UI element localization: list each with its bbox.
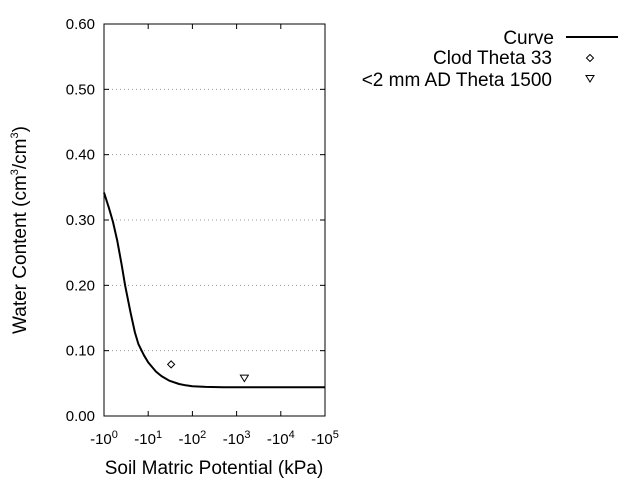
legend-triangle-marker (585, 75, 595, 83)
y-axis-title: Water Content (cm3/cm3) (9, 126, 31, 334)
x-tick-label: -100 (90, 429, 118, 448)
legend-diamond-marker (585, 53, 595, 63)
y-tick-label: 0.60 (66, 16, 95, 33)
triangle-down-data-point (239, 374, 250, 383)
y-axis-ticks (104, 23, 325, 417)
x-tick-label: -104 (267, 429, 295, 448)
x-tick-labels: -100 -101 -102 -103 -104 -105 (90, 429, 339, 448)
diamond-data-point (166, 360, 176, 369)
x-tick-label: -105 (311, 429, 339, 448)
y-tick-label: 0.00 (66, 408, 95, 425)
series-layer (103, 192, 325, 389)
x-axis-ticks (103, 24, 326, 416)
y-tick-label: 0.40 (66, 147, 95, 164)
y-tick-label: 0.50 (66, 81, 95, 98)
legend-label-ad-theta-1500: <2 mm AD Theta 1500 (362, 70, 552, 91)
grid-lines (104, 88, 325, 352)
x-tick-label: -103 (223, 429, 251, 448)
y-tick-label: 0.30 (66, 212, 95, 229)
y-tick-label: 0.20 (66, 277, 95, 294)
y-tick-labels: 0.00 0.10 0.20 0.30 0.40 0.50 0.60 (66, 16, 95, 425)
x-tick-label: -101 (134, 429, 162, 448)
series-line-curve (103, 192, 325, 389)
legend-label-curve: Curve (503, 28, 554, 49)
legend: Curve Clod Theta 33 <2 mm AD Theta 1500 (362, 28, 618, 91)
plot-frame (103, 23, 326, 417)
legend-label-clod-theta-33: Clod Theta 33 (433, 48, 552, 69)
x-tick-label: -102 (178, 429, 206, 448)
y-tick-label: 0.10 (66, 343, 95, 360)
x-axis-title: Soil Matric Potential (kPa) (105, 458, 324, 479)
